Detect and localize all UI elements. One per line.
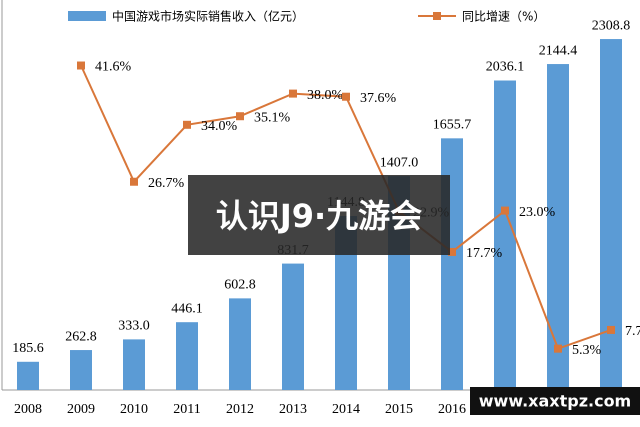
line-marker <box>342 92 350 101</box>
bar <box>176 322 198 390</box>
bar-value-label: 2308.8 <box>592 18 631 33</box>
bar <box>282 263 304 390</box>
line-marker <box>448 247 456 256</box>
x-tick-label: 2013 <box>279 402 307 417</box>
line-marker <box>289 89 297 98</box>
x-tick-label: 2014 <box>332 402 360 417</box>
legend-label: 中国游戏市场实际销售收入（亿元） <box>112 9 304 24</box>
bar-value-label: 262.8 <box>65 329 97 344</box>
bar-value-label: 1655.7 <box>433 118 472 133</box>
line-value-label: 26.7% <box>148 176 185 191</box>
line-value-label: 35.1% <box>254 110 291 125</box>
x-tick-label: 2011 <box>173 402 200 417</box>
banner <box>188 175 450 255</box>
bar-value-label: 2036.1 <box>486 60 525 75</box>
line-marker <box>607 325 615 334</box>
bar <box>600 39 622 390</box>
line-value-label: 17.7% <box>466 246 503 261</box>
x-tick-label: 2016 <box>438 402 466 417</box>
legend-label: 同比增速（%） <box>462 10 545 24</box>
bar-value-label: 2144.4 <box>539 43 578 58</box>
line-marker <box>183 120 191 129</box>
watermark-bg <box>470 387 640 415</box>
bar <box>229 298 251 390</box>
legend-swatch <box>68 11 106 21</box>
bar <box>547 64 569 390</box>
line-value-label: 37.6% <box>360 91 397 106</box>
x-tick-label: 2012 <box>226 402 254 417</box>
line-marker <box>554 344 562 353</box>
bar-value-label: 1407.0 <box>380 155 419 170</box>
bar <box>123 339 145 390</box>
bar <box>494 80 516 390</box>
bar-value-label: 602.8 <box>224 278 256 293</box>
x-tick-label: 2015 <box>385 402 413 417</box>
line-value-label: 41.6% <box>95 60 132 75</box>
line-marker <box>501 206 509 215</box>
legend-swatch <box>433 12 441 20</box>
line-value-label: 34.0% <box>201 119 238 134</box>
bar <box>17 361 39 390</box>
line-marker <box>236 112 244 121</box>
x-tick-label: 2008 <box>14 402 42 417</box>
line-value-label: 5.3% <box>572 343 602 358</box>
bar-value-label: 185.6 <box>12 341 44 356</box>
line-marker <box>130 177 138 186</box>
bar-value-label: 446.1 <box>171 301 203 316</box>
banner-text: 认识J9·九游会 <box>216 197 422 235</box>
line-marker <box>77 61 85 70</box>
x-tick-label: 2010 <box>120 402 148 417</box>
line-value-label: 23.0% <box>519 205 556 220</box>
line-value-label: 38.0% <box>307 88 344 103</box>
bar-value-label: 333.0 <box>118 319 150 334</box>
line-value-label: 7.7% <box>625 324 640 339</box>
bar <box>335 215 357 390</box>
watermark-text: www.xaxtpz.com <box>479 392 631 411</box>
x-tick-label: 2009 <box>67 402 95 417</box>
bar <box>70 350 92 390</box>
